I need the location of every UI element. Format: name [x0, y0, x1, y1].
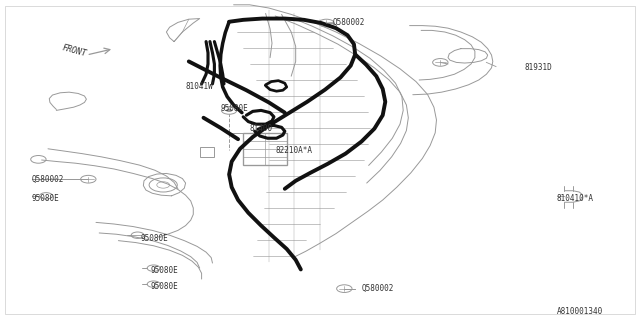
Text: Q580002: Q580002 — [32, 175, 65, 184]
Bar — [243, 133, 287, 165]
Text: 95080E: 95080E — [221, 104, 248, 113]
Text: 81041W: 81041W — [186, 82, 213, 91]
Text: A810001340: A810001340 — [557, 308, 603, 316]
Text: FRONT: FRONT — [61, 44, 87, 59]
Bar — [200, 147, 214, 157]
Text: Q580002: Q580002 — [362, 284, 394, 293]
Text: 95080E: 95080E — [150, 266, 178, 275]
Circle shape — [221, 107, 237, 114]
Text: 810410*A: 810410*A — [557, 194, 594, 203]
Text: 95080E: 95080E — [150, 282, 178, 291]
Text: 81400: 81400 — [250, 124, 273, 132]
Text: 95080E: 95080E — [32, 194, 60, 203]
Text: 95080E: 95080E — [141, 234, 168, 243]
Text: 81931D: 81931D — [525, 63, 552, 72]
Text: 82210A*A: 82210A*A — [275, 146, 312, 155]
Text: Q580002: Q580002 — [333, 18, 365, 27]
Circle shape — [226, 109, 232, 112]
